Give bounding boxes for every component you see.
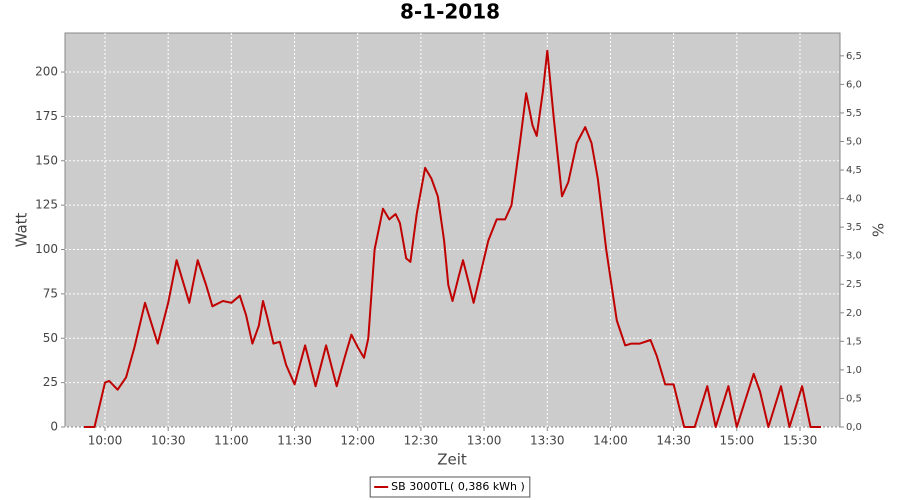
y2-tick-label: 3,5 — [846, 222, 862, 233]
data-line — [84, 49, 821, 428]
x-tick-label: 14:00 — [593, 434, 628, 448]
plot-area — [64, 32, 841, 428]
legend-box — [369, 476, 531, 498]
y-axis-title: Watt — [13, 212, 31, 247]
x-tick-label: 13:00 — [467, 434, 502, 448]
y2-tick-label: 0,0 — [846, 422, 862, 433]
y2-tick-label: 5,5 — [846, 108, 862, 119]
y2-tick-label: 0,5 — [846, 393, 862, 404]
x-tick-label: 10:30 — [151, 434, 186, 448]
y-tick-label: 175 — [35, 109, 58, 123]
y2-tick-label: 2,5 — [846, 279, 862, 290]
y2-tick-label: 2,0 — [846, 308, 862, 319]
y2-tick-label: 4,0 — [846, 194, 862, 205]
y-tick-label: 0 — [50, 420, 58, 434]
chart-title: 8-1-2018 — [400, 0, 500, 24]
x-tick-label: 12:00 — [340, 434, 375, 448]
y2-axis-title: % — [869, 223, 887, 237]
y2-tick-label: 1,0 — [846, 365, 862, 376]
x-tick-label: 11:00 — [214, 434, 249, 448]
x-tick-label: 14:30 — [656, 434, 691, 448]
legend-label: SB 3000TL( 0,386 kWh ) — [391, 480, 525, 493]
x-axis-title: Zeit — [437, 451, 467, 469]
y2-tick-label: 4,5 — [846, 165, 862, 176]
y2-tick-label: 3,0 — [846, 251, 862, 262]
y-tick-label: 100 — [35, 242, 58, 256]
y-tick-label: 150 — [35, 153, 58, 167]
y2-tick-label: 1,5 — [846, 336, 862, 347]
x-tick-label: 10:00 — [88, 434, 123, 448]
y2-tick-label: 5,0 — [846, 136, 862, 147]
y-tick-label: 75 — [43, 286, 58, 300]
x-tick-label: 13:30 — [530, 434, 565, 448]
y-tick-label: 200 — [35, 65, 58, 79]
x-tick-label: 11:30 — [277, 434, 312, 448]
y-tick-label: 50 — [43, 331, 58, 345]
x-tick-label: 15:00 — [720, 434, 755, 448]
y-tick-label: 25 — [43, 375, 58, 389]
y-tick-label: 125 — [35, 198, 58, 212]
x-tick-label: 12:30 — [404, 434, 439, 448]
x-tick-label: 15:30 — [783, 434, 818, 448]
y2-tick-label: 6,5 — [846, 51, 862, 62]
y2-tick-label: 6,0 — [846, 79, 862, 90]
